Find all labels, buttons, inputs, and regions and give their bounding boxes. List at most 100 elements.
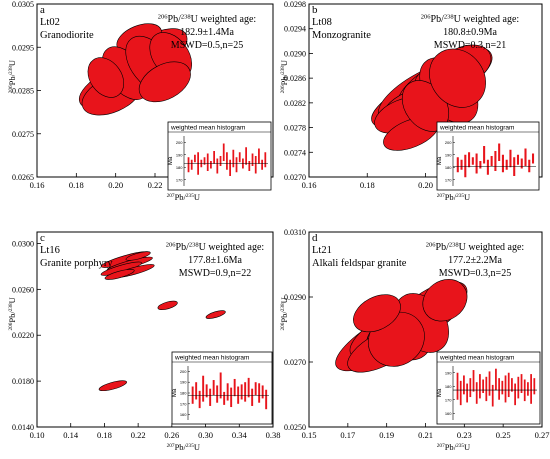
concordia-age-marker <box>0 0 2 2</box>
inset-bar <box>247 377 250 398</box>
inset-bar <box>244 382 247 402</box>
inset-bar <box>202 375 205 402</box>
inset-bar <box>509 149 512 168</box>
inset-bar <box>513 157 516 176</box>
inset-bar <box>475 153 478 174</box>
plot-area: 160164180184188192196 <box>0 0 468 373</box>
inset-bar <box>219 372 222 399</box>
inset-bar <box>235 157 238 173</box>
inset-ylabel: Ma <box>168 156 174 165</box>
inset-tick-label: 180 <box>445 384 452 389</box>
inset-ylabel: Ma <box>172 388 178 397</box>
inset-tick-label: 190 <box>445 370 452 375</box>
inset-bar <box>223 391 226 405</box>
concordia-age-marker <box>0 0 2 2</box>
inset-bar <box>524 148 527 166</box>
inset-bar <box>190 159 193 170</box>
y-tick-label: 0.0278 <box>284 124 306 133</box>
concordia-age-marker <box>0 0 2 2</box>
y-axis-label-text: 206Pb/238U <box>7 60 17 93</box>
inset-bar <box>531 153 535 164</box>
inset-bar <box>251 153 254 166</box>
y-axis-label-text: 206Pb/238U <box>279 297 289 330</box>
concordia-age-marker <box>0 0 2 2</box>
x-tick-label: 0.14 <box>63 430 79 440</box>
inset-bar <box>203 157 206 165</box>
inset-bar <box>507 372 510 398</box>
inset-bar <box>469 378 472 398</box>
weighted-age-value: 177.2±2.2Ma <box>448 255 502 266</box>
inset-bar <box>485 376 488 402</box>
concordia-age-marker <box>0 0 2 2</box>
inset-bar <box>226 383 229 401</box>
weighted-age-label: 206Pb/238U weighted age: <box>158 14 256 26</box>
panel-b: 174186 0.16 0.18 0.20 0.22 0.0270 0.0274 0.0278… <box>0 0 543 202</box>
error-ellipse <box>98 380 127 392</box>
concordia-age-marker <box>0 0 2 2</box>
panel-letter: c <box>40 232 45 244</box>
inset-bar <box>261 385 264 399</box>
concordia-age-label: 174 <box>0 0 1 2</box>
inset-tick-label: 190 <box>445 152 452 157</box>
inset-tick-label: 170 <box>176 177 183 182</box>
x-axis-label: 207Pb/235U <box>437 192 470 202</box>
concordia-age-marker <box>0 0 2 2</box>
concordia-age-marker <box>0 0 2 2</box>
rock-type: Monzogranite <box>312 30 371 41</box>
y-tick-label: 0.0298 <box>284 0 306 9</box>
x-tick-label: 0.16 <box>30 180 45 190</box>
y-tick-label: 0.0300 <box>12 239 34 248</box>
inset-bar <box>254 156 257 174</box>
inset-bar <box>212 380 215 396</box>
y-axis-label: 206Pb/238U <box>279 60 289 93</box>
error-ellipse <box>429 48 486 108</box>
inset-bar <box>254 382 257 396</box>
inset-bar <box>238 152 241 163</box>
inset-bar <box>511 378 513 392</box>
error-ellipse <box>138 61 191 103</box>
inset-bar <box>460 159 463 170</box>
inset-tick-label: 170 <box>180 401 187 406</box>
inset-bar <box>198 390 201 409</box>
inset-tick-label: 180 <box>180 391 187 396</box>
inset-tick-label: 200 <box>445 140 452 145</box>
inset-bar <box>482 379 484 393</box>
x-tick-label: 0.23 <box>457 430 472 440</box>
x-axis-label: 207Pb/235U <box>437 442 470 452</box>
rock-type: Granite porphyry <box>40 258 113 269</box>
inset-title: weighted mean histogram <box>439 355 514 362</box>
y-axis-label: 206Pb/238U <box>279 297 289 330</box>
x-tick-label: 0.30 <box>198 430 213 440</box>
x-tick-label: 0.21 <box>418 430 433 440</box>
inset-title: weighted mean histogram <box>174 355 249 362</box>
y-axis-label-text: 206Pb/238U <box>7 297 17 330</box>
inset-bar <box>240 384 243 400</box>
inset-title: weighted mean histogram <box>439 125 514 132</box>
inset-tick-label: 160 <box>180 412 187 417</box>
inset-bar <box>479 161 482 169</box>
concordia-age-marker <box>0 0 2 2</box>
concordia-age-marker <box>0 0 2 2</box>
inset-bar <box>209 388 212 406</box>
inset-bar <box>466 383 468 403</box>
weighted-age-label: 206Pb/238U weighted age: <box>421 14 519 26</box>
concordia-age-marker <box>0 0 2 2</box>
y-tick-label: 0.0290 <box>284 293 306 302</box>
inset-bar <box>264 152 267 168</box>
inset-title: weighted mean histogram <box>170 125 245 132</box>
inset-bar <box>195 382 198 400</box>
y-axis-label: 206Pb/238U <box>7 297 17 330</box>
y-tick-label: 0.0275 <box>12 130 34 139</box>
concordia-age-marker <box>0 0 2 2</box>
error-ellipse <box>353 294 401 333</box>
inset-bar <box>232 149 235 168</box>
inset-bar <box>505 159 508 170</box>
x-tick-label: 0.27 <box>535 430 550 440</box>
inset-bar <box>498 378 500 400</box>
x-tick-label: 0.18 <box>69 180 84 190</box>
concordia-age-marker <box>0 0 2 2</box>
error-ellipse <box>205 310 226 319</box>
inset-bar <box>533 378 536 395</box>
weighted-mean-inset: weighted mean histogram 200 190 180 170 160 Ma <box>171 351 273 425</box>
concordia-age-marker <box>0 0 2 2</box>
